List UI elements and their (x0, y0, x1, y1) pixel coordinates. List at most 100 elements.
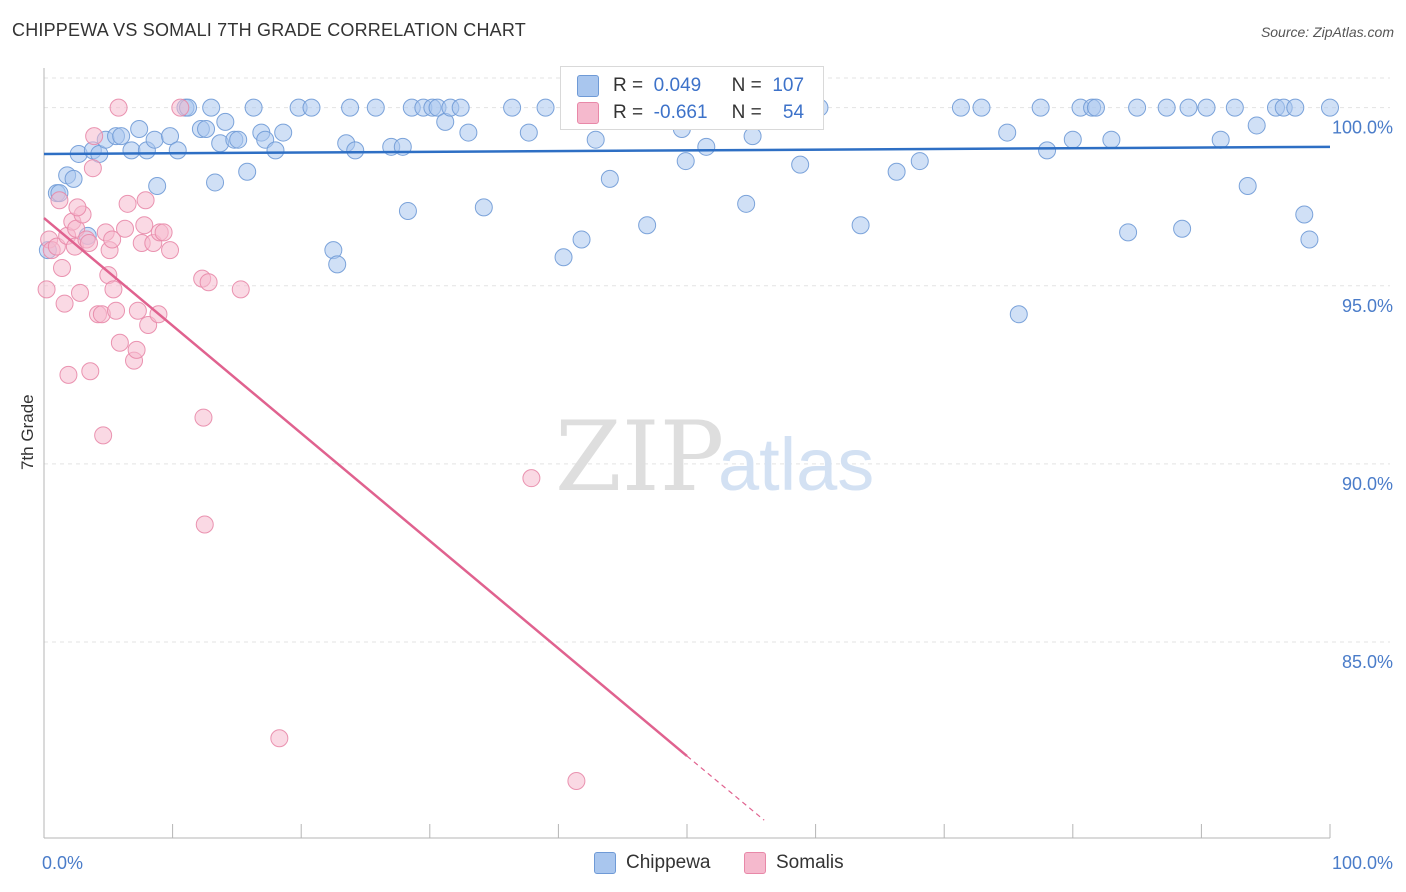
watermark: ZIP atlas (555, 401, 874, 513)
data-point (1119, 223, 1138, 242)
data-point (572, 230, 591, 249)
data-point (274, 123, 293, 142)
data-point (202, 98, 221, 117)
data-point (122, 141, 141, 160)
legend-label-chippewa: Chippewa (626, 852, 711, 873)
trend-lines (43, 145, 1331, 821)
data-point (80, 234, 99, 253)
y-tick-label: 95.0% (1342, 296, 1393, 316)
data-point (638, 216, 657, 235)
data-point (85, 127, 104, 146)
y-tick-label: 85.0% (1342, 652, 1393, 672)
data-point (586, 130, 605, 149)
data-point (118, 194, 137, 213)
data-point (1211, 130, 1230, 149)
somali-points (37, 98, 586, 790)
data-point (1031, 98, 1050, 117)
data-point (112, 127, 131, 146)
correlation-legend: R = 0.049 N = 107 R = -0.661 N = 54 (560, 66, 824, 130)
series-legend: Chippewa Somalis (0, 852, 1406, 878)
data-point (53, 258, 72, 277)
data-point (148, 177, 167, 196)
data-point (522, 469, 541, 488)
data-point (341, 98, 360, 117)
n-label: N = (731, 75, 762, 96)
data-point (130, 120, 149, 139)
data-point (206, 173, 225, 192)
data-point (1063, 130, 1082, 149)
data-point (1038, 141, 1057, 160)
data-point (81, 362, 100, 381)
data-point (135, 216, 154, 235)
data-point (161, 241, 180, 260)
data-point (1300, 230, 1319, 249)
data-point (197, 120, 216, 139)
data-point (195, 515, 214, 534)
data-point (216, 112, 235, 131)
data-point (1128, 98, 1147, 117)
n-value: 54 (782, 102, 805, 123)
data-point (972, 98, 991, 117)
data-point (366, 98, 385, 117)
data-point (94, 426, 113, 445)
data-point (238, 162, 257, 181)
data-point (59, 365, 78, 384)
data-point (451, 98, 470, 117)
data-point (536, 98, 555, 117)
legend-item-somalis: Somalis (744, 852, 844, 874)
data-point (951, 98, 970, 117)
chart-title: CHIPPEWA VS SOMALI 7TH GRADE CORRELATION… (12, 20, 526, 40)
data-point (50, 191, 69, 210)
data-point (1238, 177, 1257, 196)
chippewa-trend-line (43, 145, 1331, 156)
data-point (270, 729, 289, 748)
somali-swatch (577, 102, 599, 124)
data-point (697, 137, 716, 156)
data-point (109, 98, 128, 117)
data-point (600, 169, 619, 188)
r-value: 0.049 (653, 75, 702, 96)
axes (43, 68, 1331, 839)
r-value: -0.661 (653, 102, 708, 123)
somali-trend-extension (686, 755, 765, 821)
data-point (743, 127, 762, 146)
somali-trend-line (43, 217, 688, 758)
data-point (128, 301, 147, 320)
data-point (791, 155, 810, 174)
source-label: Source: ZipAtlas.com (1260, 24, 1394, 40)
data-point (1247, 116, 1266, 135)
data-point (161, 127, 180, 146)
data-point (567, 771, 586, 790)
data-point (1173, 219, 1192, 238)
data-point (1286, 98, 1305, 117)
data-point (68, 198, 87, 217)
data-point (136, 191, 155, 210)
data-point (199, 273, 218, 292)
data-point (154, 223, 173, 242)
data-point (554, 248, 573, 267)
watermark-atlas: atlas (718, 423, 874, 506)
data-point (1009, 305, 1028, 324)
x-tick-labels: 0.0% 100.0% (42, 853, 1393, 873)
data-point (346, 141, 365, 160)
data-point (398, 201, 417, 220)
legend-label-somalis: Somalis (776, 852, 844, 873)
data-point (244, 98, 263, 117)
data-point (194, 408, 213, 427)
data-point (1321, 98, 1339, 117)
legend-row-somali: R = -0.661 N = 54 (577, 100, 804, 126)
data-point (229, 130, 248, 149)
data-point (1179, 98, 1198, 117)
somali-swatch (744, 852, 766, 874)
data-point (103, 230, 122, 249)
r-label: R = (613, 102, 644, 123)
chippewa-swatch (594, 852, 616, 874)
data-point (55, 294, 74, 313)
data-point (998, 123, 1017, 142)
data-point (302, 98, 321, 117)
data-point (37, 280, 56, 299)
y-tick-label: 100.0% (1332, 118, 1393, 138)
data-point (171, 98, 190, 117)
n-value: 107 (772, 75, 805, 96)
